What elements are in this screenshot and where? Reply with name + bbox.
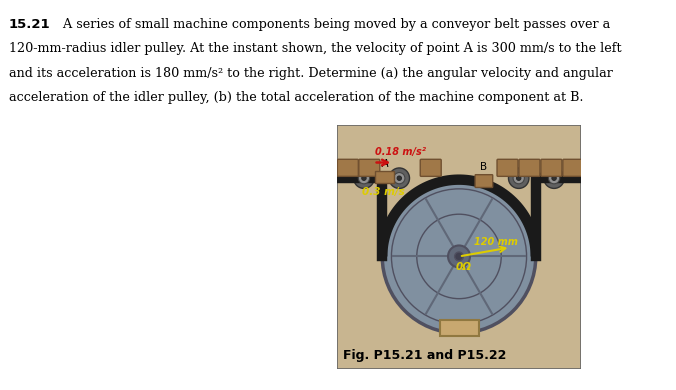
Text: 0Ω: 0Ω <box>456 262 471 272</box>
Circle shape <box>358 172 370 184</box>
Text: 120 mm: 120 mm <box>474 238 518 248</box>
Circle shape <box>362 176 366 181</box>
Circle shape <box>508 168 529 188</box>
Circle shape <box>389 168 410 188</box>
Text: A series of small machine components being moved by a conveyor belt passes over : A series of small machine components bei… <box>55 18 610 30</box>
Text: 120-mm-radius idler pulley. At the instant shown, the velocity of point A is 300: 120-mm-radius idler pulley. At the insta… <box>9 42 621 55</box>
Text: and its acceleration is 180 mm/s² to the right. Determine (a) the angular veloci: and its acceleration is 180 mm/s² to the… <box>9 67 612 80</box>
FancyBboxPatch shape <box>497 159 518 176</box>
Circle shape <box>544 168 564 188</box>
FancyBboxPatch shape <box>563 159 584 176</box>
Text: 0.3 m/s: 0.3 m/s <box>362 187 404 197</box>
FancyBboxPatch shape <box>375 171 394 183</box>
Circle shape <box>552 176 556 181</box>
Circle shape <box>393 172 405 184</box>
Text: 0.18 m/s²: 0.18 m/s² <box>375 147 426 157</box>
Circle shape <box>382 180 536 333</box>
Text: Fig. P15.21 and P15.22: Fig. P15.21 and P15.22 <box>343 349 506 362</box>
Text: 15.21: 15.21 <box>9 18 51 30</box>
Circle shape <box>397 176 402 181</box>
Circle shape <box>513 172 525 184</box>
Circle shape <box>448 245 470 268</box>
FancyBboxPatch shape <box>541 159 562 176</box>
Text: acceleration of the idler pulley, (b) the total acceleration of the machine comp: acceleration of the idler pulley, (b) th… <box>9 91 583 104</box>
Text: A: A <box>382 160 389 169</box>
Circle shape <box>548 172 560 184</box>
FancyBboxPatch shape <box>337 159 358 176</box>
Circle shape <box>516 176 521 181</box>
FancyBboxPatch shape <box>420 159 441 176</box>
Text: B: B <box>481 162 487 172</box>
FancyBboxPatch shape <box>519 159 540 176</box>
Circle shape <box>354 168 375 188</box>
FancyBboxPatch shape <box>359 159 380 176</box>
FancyBboxPatch shape <box>439 320 479 336</box>
Circle shape <box>455 252 463 261</box>
FancyBboxPatch shape <box>475 175 493 188</box>
